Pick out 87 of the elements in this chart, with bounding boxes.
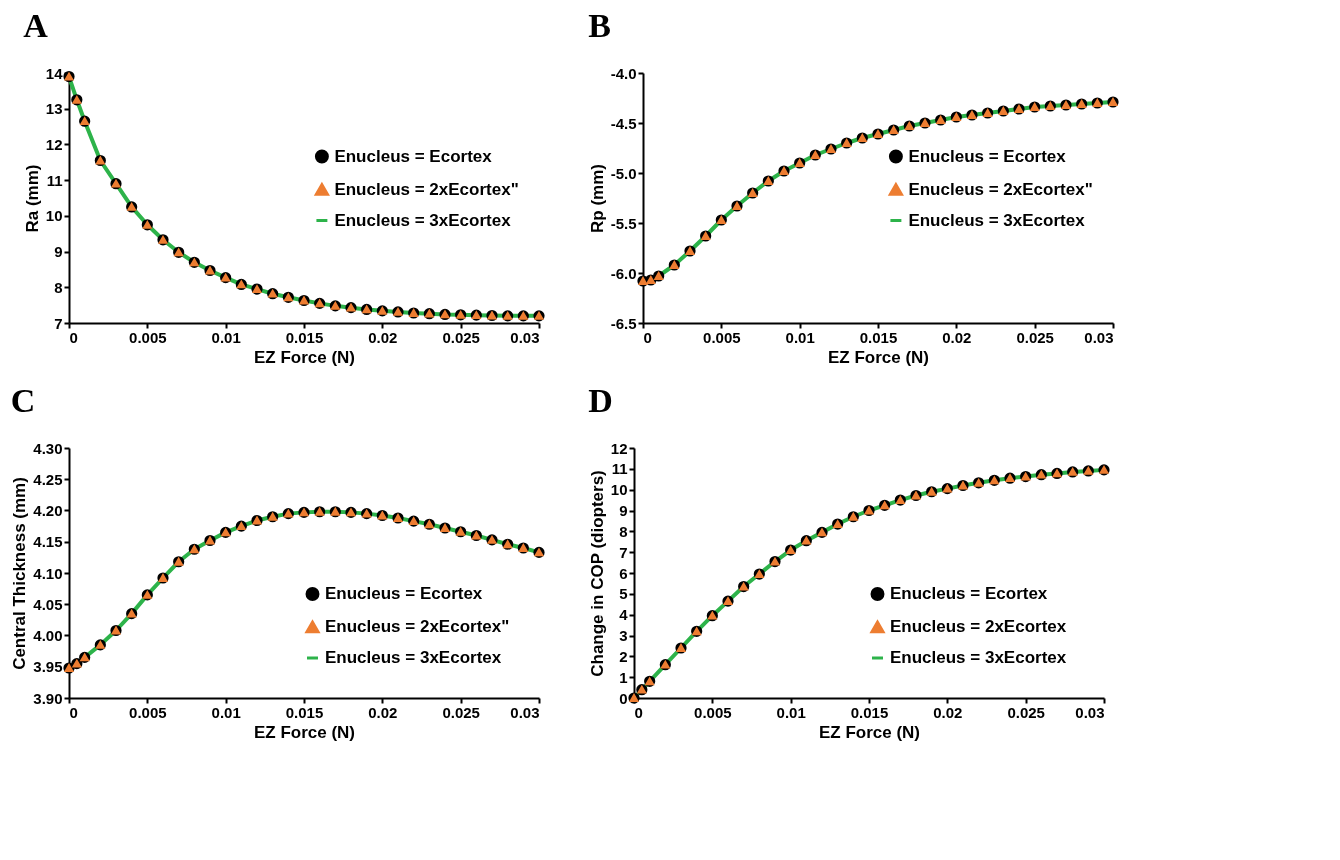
y-tick-label: 5 [619, 585, 628, 603]
x-tick-label: 0.015 [285, 328, 324, 346]
x-tick-label: 0.01 [211, 328, 241, 346]
x-tick-label: 0.02 [368, 328, 398, 346]
x-tick-label: 0.02 [933, 703, 963, 721]
x-tick-label: 0.005 [703, 328, 741, 346]
chart-title: C [10, 382, 36, 419]
y-tick-label: 13 [45, 100, 63, 118]
legend-label: Enucleus = 3xEcortex [890, 648, 1067, 667]
x-tick-label: 0.02 [942, 328, 972, 346]
legend-label: Enucleus = 2xEcortex" [908, 179, 1093, 199]
x-tick-label: 0.025 [1007, 703, 1045, 721]
y-tick-label: 2 [619, 647, 628, 665]
y-axis-title: Central Thickness (mm) [10, 477, 30, 670]
x-axis-title: EZ Force (N) [818, 722, 921, 742]
chart-title: A [23, 7, 49, 44]
x-tick-label: 0.015 [285, 703, 324, 721]
y-tick-label: -6.5 [610, 314, 637, 332]
chart-title: D [588, 382, 613, 419]
y-tick-label: 11 [46, 171, 63, 189]
x-tick-label: 0.03 [510, 328, 540, 346]
y-tick-label: 3 [619, 627, 628, 644]
y-tick-label: 8 [619, 522, 628, 540]
y-tick-label: 7 [619, 543, 628, 561]
y-tick-label: -5.0 [610, 164, 637, 182]
y-tick-label: -6.0 [610, 264, 637, 282]
x-tick-label: 0.005 [694, 703, 732, 721]
y-tick-label: 4.25 [33, 470, 63, 488]
x-tick-label: 0.025 [442, 328, 480, 346]
y-tick-label: 11 [611, 460, 628, 478]
legend-label: Enucleus = 3xEcortex [908, 210, 1086, 230]
x-tick-label: 0.025 [442, 703, 480, 721]
y-axis-title: Rp (mm) [587, 164, 607, 233]
y-tick-label: 12 [610, 439, 628, 457]
x-tick-label: 0.02 [368, 703, 398, 721]
chart-title: B [588, 7, 611, 44]
x-tick-label: 0 [69, 328, 78, 346]
y-tick-label: -4.0 [610, 64, 637, 82]
y-tick-label: 1 [619, 668, 628, 686]
y-tick-label: 7 [54, 314, 63, 332]
y-tick-label: 9 [619, 502, 628, 519]
x-tick-label: 0.01 [785, 328, 815, 346]
y-tick-label: 4.15 [33, 533, 63, 551]
legend-label: Enucleus = Ecortex [890, 584, 1048, 603]
y-axis-title: Ra (mm) [22, 164, 42, 233]
y-axis-title: Change in COP (diopters) [587, 470, 607, 677]
y-tick-label: -5.5 [610, 214, 637, 232]
x-axis-title: EZ Force (N) [827, 347, 930, 367]
x-tick-label: 0.03 [1084, 328, 1114, 346]
legend-label: Enucleus = Ecortex [334, 146, 493, 166]
y-tick-label: 4.00 [33, 627, 63, 644]
y-tick-label: 12 [45, 135, 63, 153]
y-tick-label: -4.5 [610, 114, 637, 132]
x-tick-label: 0.015 [859, 328, 898, 346]
x-tick-label: 0.005 [129, 328, 167, 346]
y-tick-label: 4.30 [33, 439, 63, 457]
x-tick-label: 0.01 [776, 703, 806, 721]
x-tick-label: 0.03 [1075, 703, 1105, 721]
x-tick-label: 0 [643, 328, 652, 346]
y-tick-label: 8 [54, 278, 63, 296]
y-tick-label: 6 [619, 564, 628, 582]
legend-label: Enucleus = Ecortex [908, 146, 1067, 166]
legend-label: Enucleus = 2xEcortex [890, 617, 1067, 636]
legend-label: Enucleus = 3xEcortex [325, 648, 502, 667]
legend-label: Enucleus = Ecortex [325, 584, 483, 603]
x-tick-label: 0.005 [129, 703, 167, 721]
y-tick-label: 3.95 [33, 658, 63, 676]
x-tick-label: 0.03 [510, 703, 540, 721]
y-tick-label: 9 [54, 243, 63, 261]
x-axis-title: EZ Force (N) [253, 722, 356, 742]
y-tick-label: 14 [45, 64, 64, 82]
y-tick-label: 4 [619, 606, 629, 624]
x-axis-title: EZ Force (N) [253, 347, 356, 367]
y-tick-label: 0 [619, 689, 628, 707]
x-tick-label: 0.025 [1016, 328, 1054, 346]
legend-label: Enucleus = 3xEcortex [334, 210, 512, 230]
x-tick-label: 0.01 [211, 703, 241, 721]
x-tick-label: 0.015 [850, 703, 889, 721]
y-tick-label: 4.20 [33, 502, 63, 519]
x-tick-label: 0 [69, 703, 78, 721]
y-tick-label: 10 [45, 207, 63, 225]
y-tick-label: 10 [610, 481, 628, 499]
y-tick-label: 4.05 [33, 595, 63, 613]
legend-label: Enucleus = 2xEcortex" [334, 179, 519, 199]
y-tick-label: 4.10 [33, 564, 63, 582]
y-tick-label: 3.90 [33, 689, 63, 707]
legend-label: Enucleus = 2xEcortex" [325, 617, 510, 636]
